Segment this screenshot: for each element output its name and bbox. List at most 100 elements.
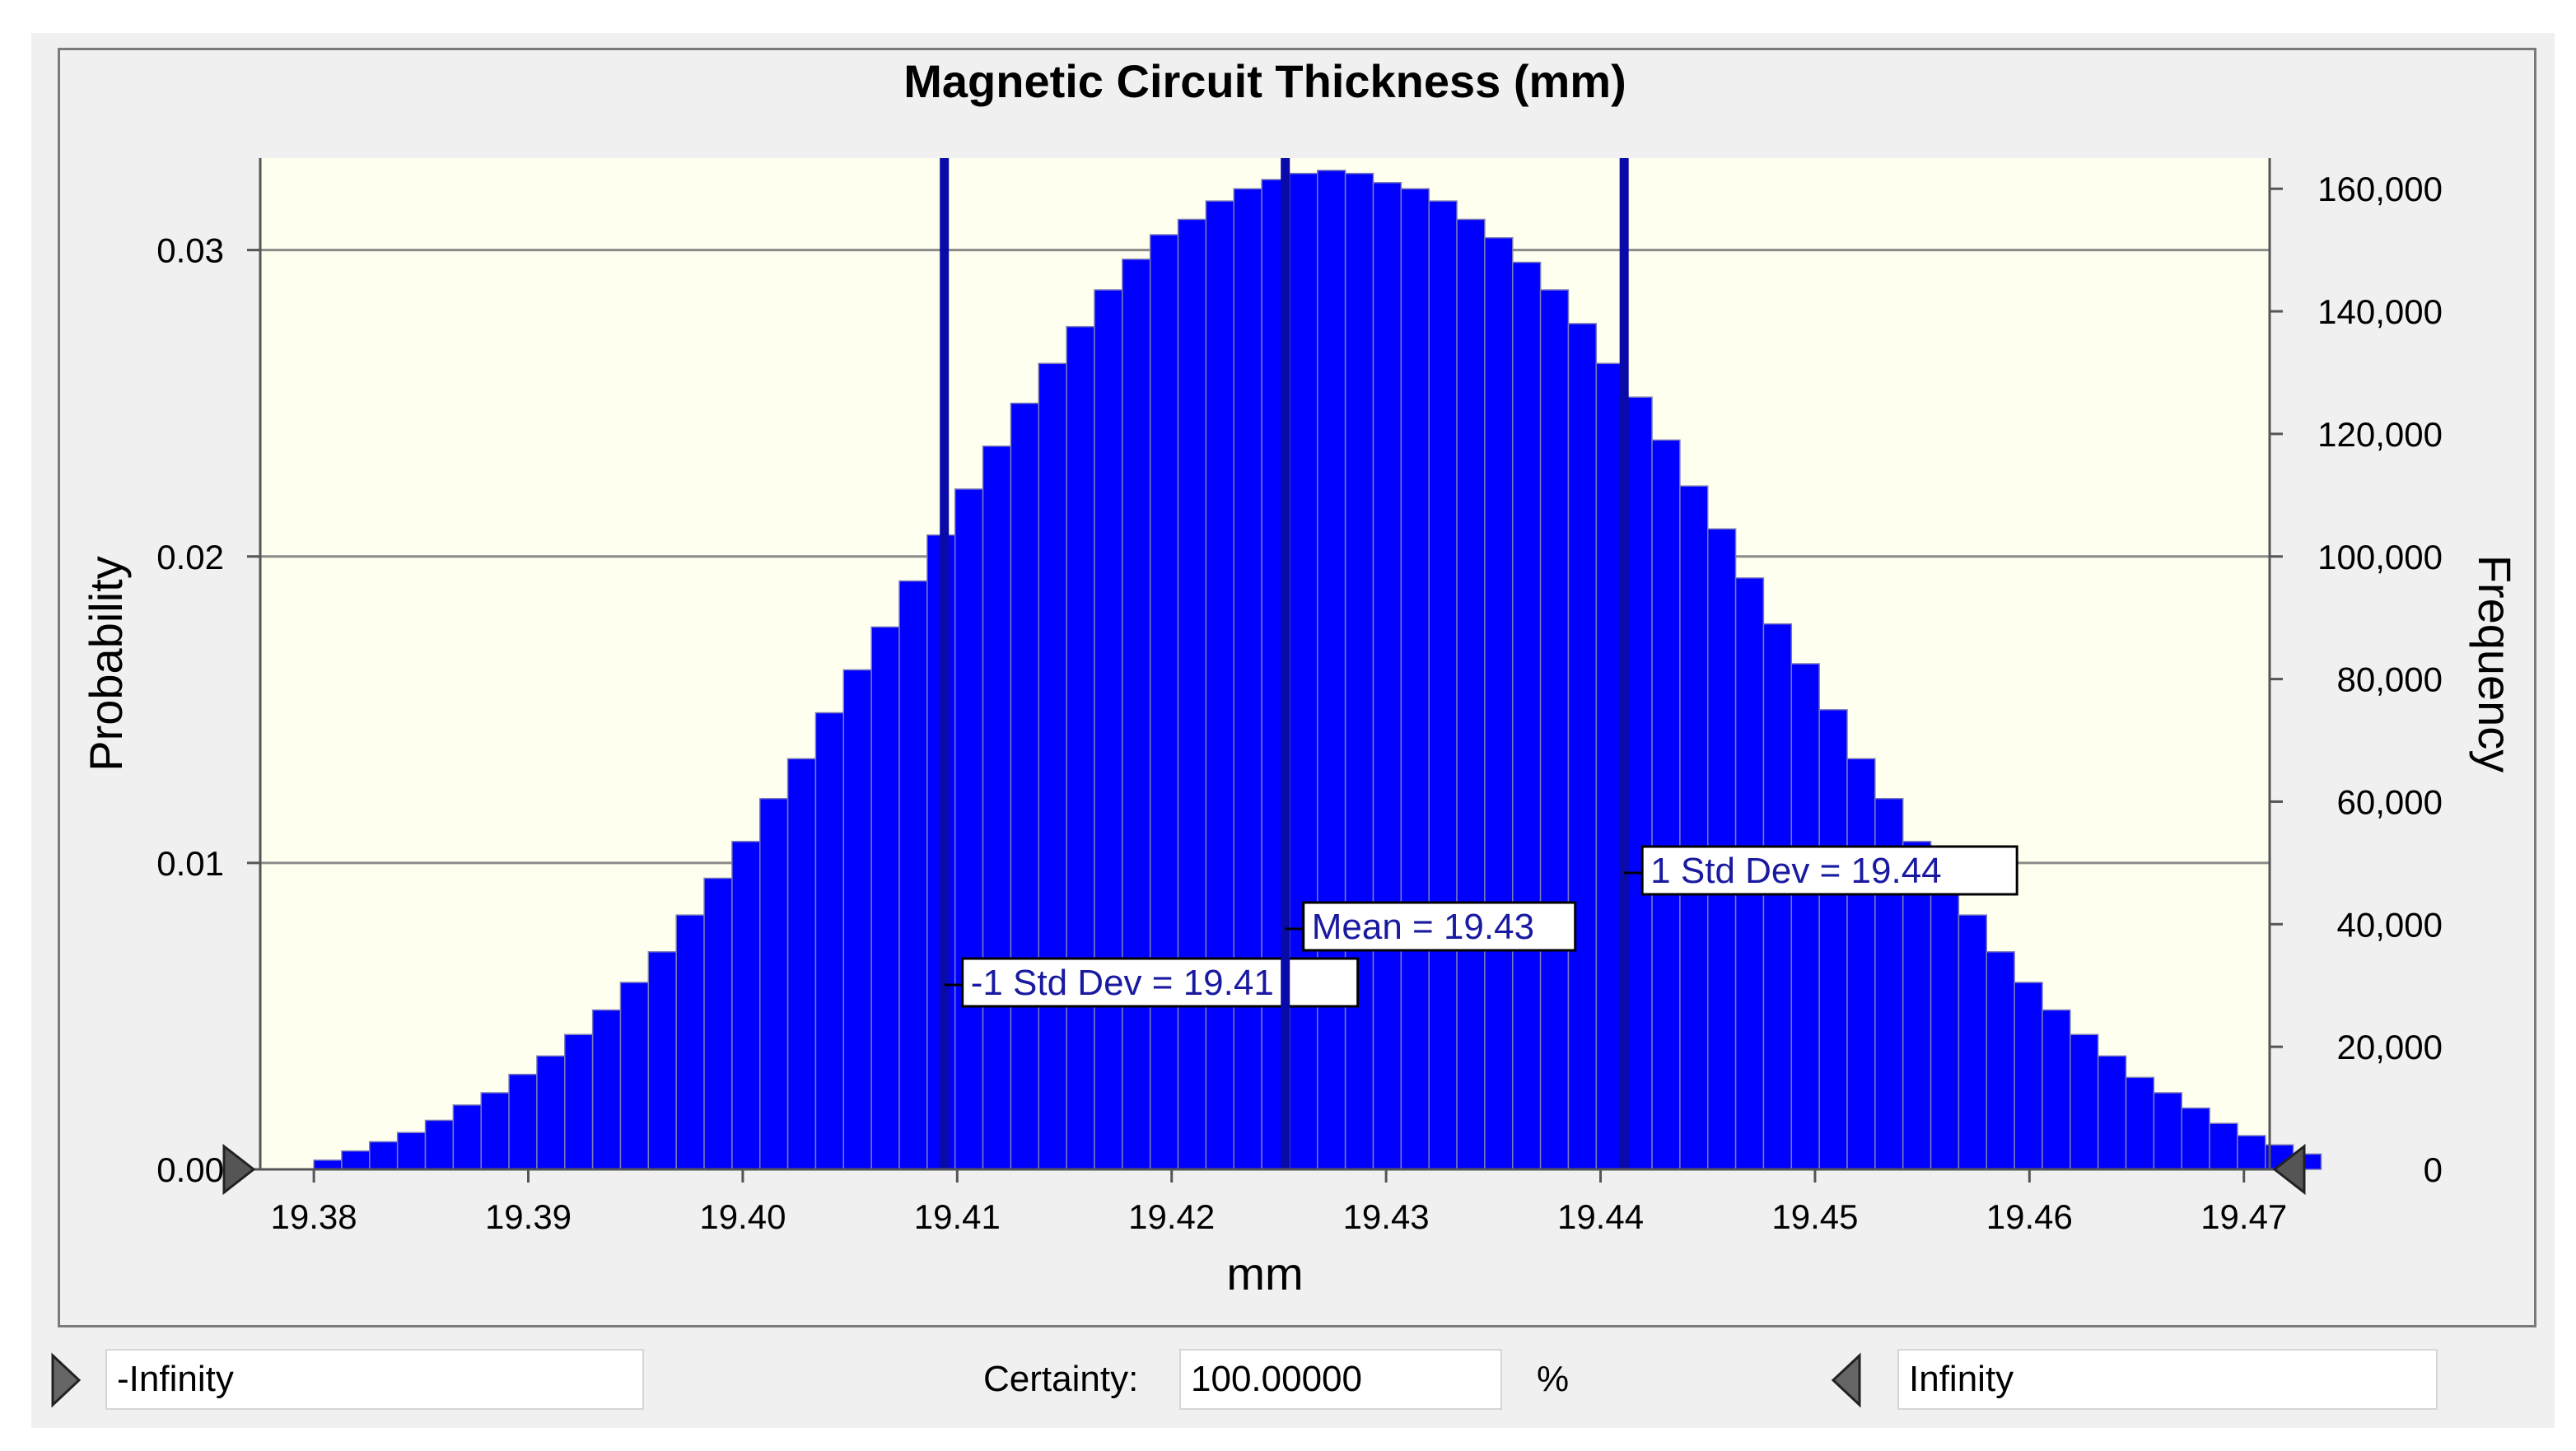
certainty-input[interactable]: 100.00000 [1179, 1349, 1502, 1410]
x-tick-label: 19.42 [1128, 1197, 1215, 1236]
y-axis-label-left: Probability [80, 556, 132, 771]
histogram-bar [313, 1159, 343, 1170]
histogram-bar [675, 914, 705, 1170]
histogram-bar [1818, 709, 1848, 1170]
upper-bound-arrow-icon[interactable] [1830, 1352, 1863, 1408]
y-tick-label-left: 0.00 [156, 1150, 224, 1189]
histogram-bar [2153, 1092, 2182, 1170]
histogram-bar [814, 712, 845, 1170]
histogram-bar [1400, 188, 1430, 1170]
upper-bound-input[interactable]: Infinity [1897, 1349, 2438, 1410]
histogram-bar [1372, 182, 1402, 1170]
x-tick-label: 19.39 [485, 1197, 572, 1236]
histogram-bar [1623, 396, 1653, 1170]
x-tick-label: 19.43 [1343, 1197, 1430, 1236]
histogram-bar [1539, 289, 1570, 1170]
histogram-bar [731, 841, 761, 1170]
histogram-bar [2014, 982, 2043, 1170]
histogram-bar [1651, 439, 1681, 1170]
histogram-bar [1317, 170, 1346, 1170]
histogram-bar [1205, 200, 1234, 1170]
histogram-bar [1289, 172, 1318, 1170]
histogram-bar [842, 669, 872, 1170]
y-tick-label-right: 100,000 [2317, 538, 2443, 576]
y-tick-label-left: 0.01 [156, 844, 224, 883]
x-axis-label: mm [1226, 1248, 1303, 1299]
y-tick-label-right: 80,000 [2337, 660, 2443, 699]
certainty-label: Certainty: [983, 1359, 1139, 1399]
histogram-bar [619, 982, 650, 1170]
histogram-bar [452, 1104, 482, 1170]
histogram-bar [1428, 200, 1458, 1170]
stat-markers[interactable]: -1 Std Dev = 19.41 Mean = 19.43 1 Std Dev … [940, 158, 2018, 1169]
histogram-bar [786, 758, 817, 1170]
histogram-bar [591, 1009, 622, 1170]
histogram-bar [1066, 325, 1095, 1170]
histogram-bar [424, 1119, 455, 1170]
histogram-bar [1010, 402, 1040, 1170]
y-tick-label-right: 60,000 [2337, 782, 2443, 821]
marker-label: Mean = 19.43 [1312, 907, 1534, 947]
histogram-bar [758, 797, 789, 1170]
histogram-bar [1790, 663, 1820, 1170]
histogram-bar [1344, 172, 1374, 1170]
y-tick-label-right: 140,000 [2317, 292, 2443, 331]
histogram-bar [508, 1073, 538, 1170]
histogram-bar [1762, 623, 1793, 1170]
histogram-bar [1846, 758, 1876, 1170]
y-tick-label-left: 0.03 [156, 231, 224, 270]
y-tick-label-right: 20,000 [2337, 1028, 2443, 1066]
marker-label-box [961, 957, 1360, 1008]
x-tick-label: 19.47 [2200, 1197, 2287, 1236]
x-tick-label: 19.40 [699, 1197, 786, 1236]
histogram-bar [480, 1092, 510, 1170]
histogram-bar [1679, 485, 1709, 1170]
lower-bound-arrow-icon[interactable] [49, 1352, 82, 1408]
histogram-bar [647, 951, 677, 1170]
histogram-bar [341, 1150, 371, 1170]
y-tick-label-right: 40,000 [2337, 905, 2443, 944]
histogram-bar [898, 580, 928, 1170]
histogram-bar [1177, 218, 1207, 1170]
lower-bound-handle-icon[interactable] [222, 1143, 256, 1196]
upper-bound-handle-icon[interactable] [2272, 1143, 2306, 1196]
histogram-bar [564, 1033, 594, 1170]
histogram-bar [1122, 259, 1151, 1170]
histogram-bar [1456, 218, 1486, 1170]
histogram-bar [396, 1131, 427, 1170]
histogram-bar [2237, 1135, 2266, 1170]
histogram-bar [1149, 234, 1179, 1170]
marker-label-box [1640, 845, 2018, 896]
marker-label: -1 Std Dev = 19.41 [971, 963, 1274, 1003]
x-tick-label: 19.38 [271, 1197, 357, 1236]
histogram-bar [2209, 1122, 2238, 1170]
histogram-bar [1986, 951, 2015, 1170]
histogram-bar [1233, 188, 1262, 1170]
histogram-bar [1567, 323, 1598, 1170]
histogram-bar [1038, 362, 1067, 1170]
histogram-bar [369, 1141, 399, 1170]
histogram-bar [1930, 877, 1960, 1170]
percent-sign: % [1537, 1359, 1570, 1399]
histogram-bar [1484, 237, 1514, 1170]
x-tick-label: 19.46 [1986, 1197, 2073, 1236]
histogram-bar [2070, 1033, 2099, 1170]
histogram-bar [1094, 289, 1123, 1170]
histogram-bar [870, 626, 900, 1170]
x-tick-label: 19.45 [1771, 1197, 1858, 1236]
y-tick-label-right: 160,000 [2317, 170, 2443, 208]
histogram-bar [954, 488, 984, 1170]
y-tick-label-right: 0 [2424, 1150, 2443, 1189]
histogram-bar [2042, 1009, 2071, 1170]
histogram-bar [2181, 1107, 2210, 1170]
y-tick-label-right: 120,000 [2317, 415, 2443, 454]
histogram-bar [1512, 261, 1542, 1170]
histogram-bar [2097, 1055, 2127, 1170]
axes: 19.38 19.39 19.40 19.41 19.42 19.43 19.44 19.45… [156, 158, 2443, 1236]
histogram-bar [703, 877, 733, 1170]
y-axis-label-right: Frequency [2469, 555, 2521, 773]
lower-bound-input[interactable]: -Infinity [105, 1349, 644, 1410]
histogram-bar [2125, 1076, 2155, 1170]
marker-label-box [1302, 901, 1577, 952]
